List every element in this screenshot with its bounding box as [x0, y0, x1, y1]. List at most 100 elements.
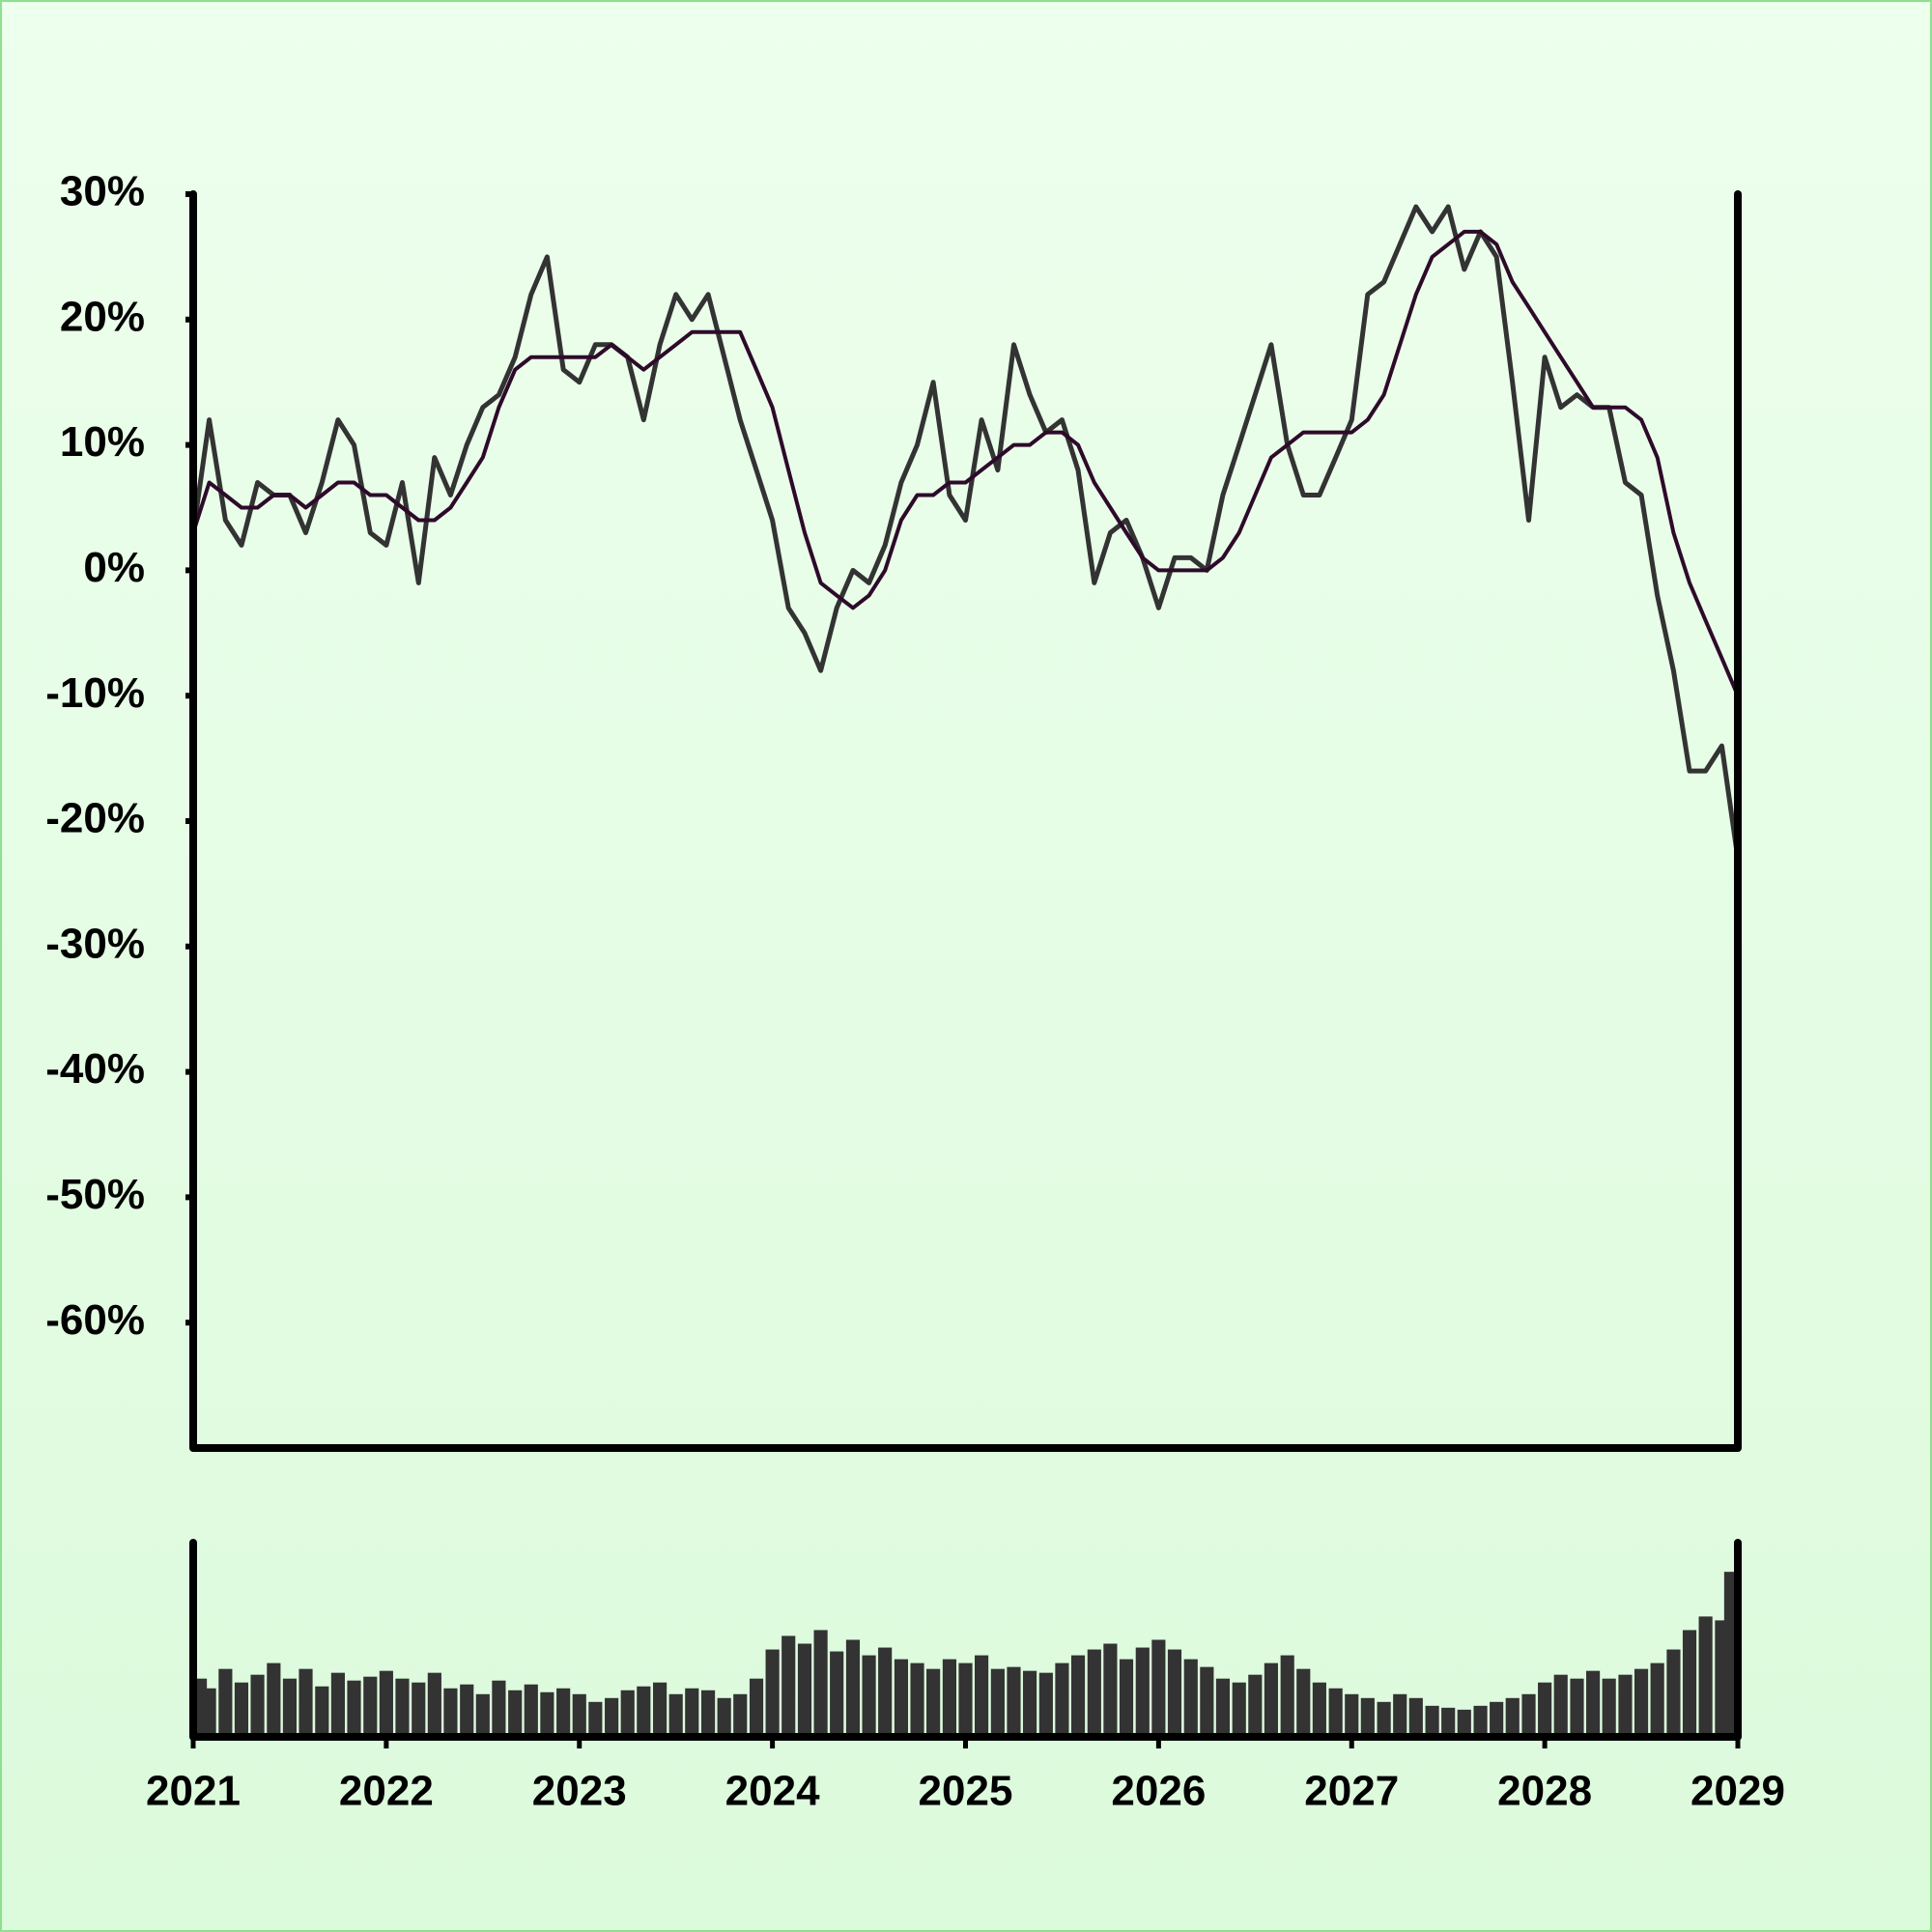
- volume-bar: [1248, 1674, 1263, 1737]
- volume-bar: [637, 1686, 651, 1737]
- volume-bar: [267, 1662, 281, 1737]
- volume-bar: [1183, 1659, 1198, 1737]
- volume-bar: [1698, 1616, 1713, 1737]
- volume-bar: [1119, 1659, 1134, 1737]
- volume-bar: [1618, 1674, 1633, 1737]
- volume-bar: [556, 1688, 571, 1737]
- volume-bar: [1038, 1672, 1053, 1737]
- volume-bar: [717, 1697, 731, 1737]
- x-tick-label: 2024: [725, 1768, 820, 1815]
- volume-bar: [379, 1670, 393, 1737]
- volume-bar: [1280, 1655, 1294, 1737]
- volume-bar: [910, 1662, 924, 1737]
- volume-bar: [1473, 1705, 1488, 1737]
- volume-bar: [492, 1680, 506, 1737]
- y-tick-label: 30%: [60, 168, 145, 215]
- y-tick-label: -30%: [45, 920, 145, 967]
- volume-bar: [781, 1635, 796, 1737]
- volume-bar: [1022, 1670, 1037, 1737]
- volume-bar: [685, 1688, 699, 1737]
- y-tick-label: 10%: [60, 418, 145, 466]
- volume-bar: [1457, 1709, 1471, 1737]
- volume-bar: [1215, 1678, 1231, 1737]
- volume-bar: [1505, 1697, 1520, 1737]
- volume-bar: [1634, 1668, 1649, 1737]
- volume-bar: [668, 1693, 683, 1737]
- volume-bar: [1602, 1678, 1616, 1737]
- volume-bar: [1070, 1655, 1086, 1737]
- volume-bar: [1328, 1688, 1343, 1737]
- volume-bar: [1521, 1693, 1536, 1737]
- volume-bar: [1135, 1647, 1150, 1737]
- volume-bar: [620, 1690, 635, 1737]
- volume-bar: [234, 1682, 249, 1737]
- volume-bar: [700, 1690, 716, 1737]
- volume-bar: [830, 1651, 844, 1737]
- volume-bar: [1345, 1693, 1359, 1737]
- volume-bar: [1490, 1701, 1504, 1737]
- volume-bar: [1682, 1630, 1697, 1737]
- axis-spines: [189, 190, 1742, 1452]
- volume-bar: [926, 1668, 941, 1737]
- volume-bar: [653, 1682, 668, 1737]
- y-tick-label: -50%: [45, 1171, 145, 1218]
- volume-bar: [475, 1693, 490, 1737]
- volume-bar: [749, 1678, 764, 1737]
- volume-bar: [958, 1662, 973, 1737]
- x-tick-label: 2022: [339, 1768, 434, 1815]
- volume-bar: [894, 1659, 909, 1737]
- x-tick-label: 2025: [919, 1768, 1013, 1815]
- volume-bar: [1151, 1639, 1166, 1737]
- volume-bar: [315, 1686, 329, 1737]
- y-tick-label: -20%: [45, 795, 145, 842]
- volume-bar: [1200, 1666, 1214, 1737]
- volume-bar: [508, 1690, 523, 1737]
- line-series: [190, 204, 1741, 860]
- volume-bar: [218, 1668, 233, 1737]
- line-series: [191, 229, 1740, 696]
- x-tick-label: 2021: [146, 1768, 241, 1815]
- volume-bar: [1408, 1697, 1423, 1737]
- x-tick-label: 2028: [1497, 1768, 1592, 1815]
- volume-bar: [1312, 1682, 1326, 1737]
- volume-bar: [347, 1680, 361, 1737]
- volume-bar: [765, 1649, 780, 1737]
- x-tick-label: 2029: [1690, 1768, 1785, 1815]
- volume-bar: [1570, 1678, 1584, 1737]
- volume-bar: [1377, 1701, 1391, 1737]
- y-tick-label: 20%: [60, 293, 145, 340]
- volume-bar: [975, 1655, 989, 1737]
- x-tick-label: 2027: [1304, 1768, 1399, 1815]
- volume-bar: [524, 1684, 538, 1737]
- volume-bar: [572, 1693, 586, 1737]
- volume-bar: [1232, 1682, 1246, 1737]
- y-tick-label: -40%: [45, 1045, 145, 1093]
- volume-bar: [733, 1693, 748, 1737]
- axis-spines: [189, 1539, 1742, 1741]
- volume-bar: [1103, 1643, 1118, 1737]
- volume-bar: [845, 1639, 861, 1737]
- volume-bar: [282, 1678, 298, 1737]
- volume-bar: [202, 1688, 216, 1737]
- volume-bar: [990, 1668, 1005, 1737]
- volume-bar: [1087, 1649, 1101, 1737]
- volume-bar: [363, 1676, 378, 1737]
- volume-bar: [460, 1684, 474, 1737]
- volume-bar: [1167, 1649, 1182, 1737]
- x-tick-label: 2023: [532, 1768, 627, 1815]
- y-tick-label: -60%: [45, 1296, 145, 1344]
- volume-bar: [1296, 1668, 1311, 1737]
- volume-bar: [395, 1678, 410, 1737]
- volume-bar: [1538, 1682, 1552, 1737]
- volume-bar: [605, 1697, 619, 1737]
- volume-bar: [412, 1682, 426, 1737]
- volume-bar: [1650, 1662, 1664, 1737]
- volume-bar: [540, 1691, 554, 1737]
- volume-bar: [250, 1674, 265, 1737]
- volume-bar: [797, 1643, 812, 1737]
- volume-bar: [862, 1655, 876, 1737]
- volume-bar: [427, 1672, 441, 1737]
- volume-bar: [1666, 1649, 1681, 1737]
